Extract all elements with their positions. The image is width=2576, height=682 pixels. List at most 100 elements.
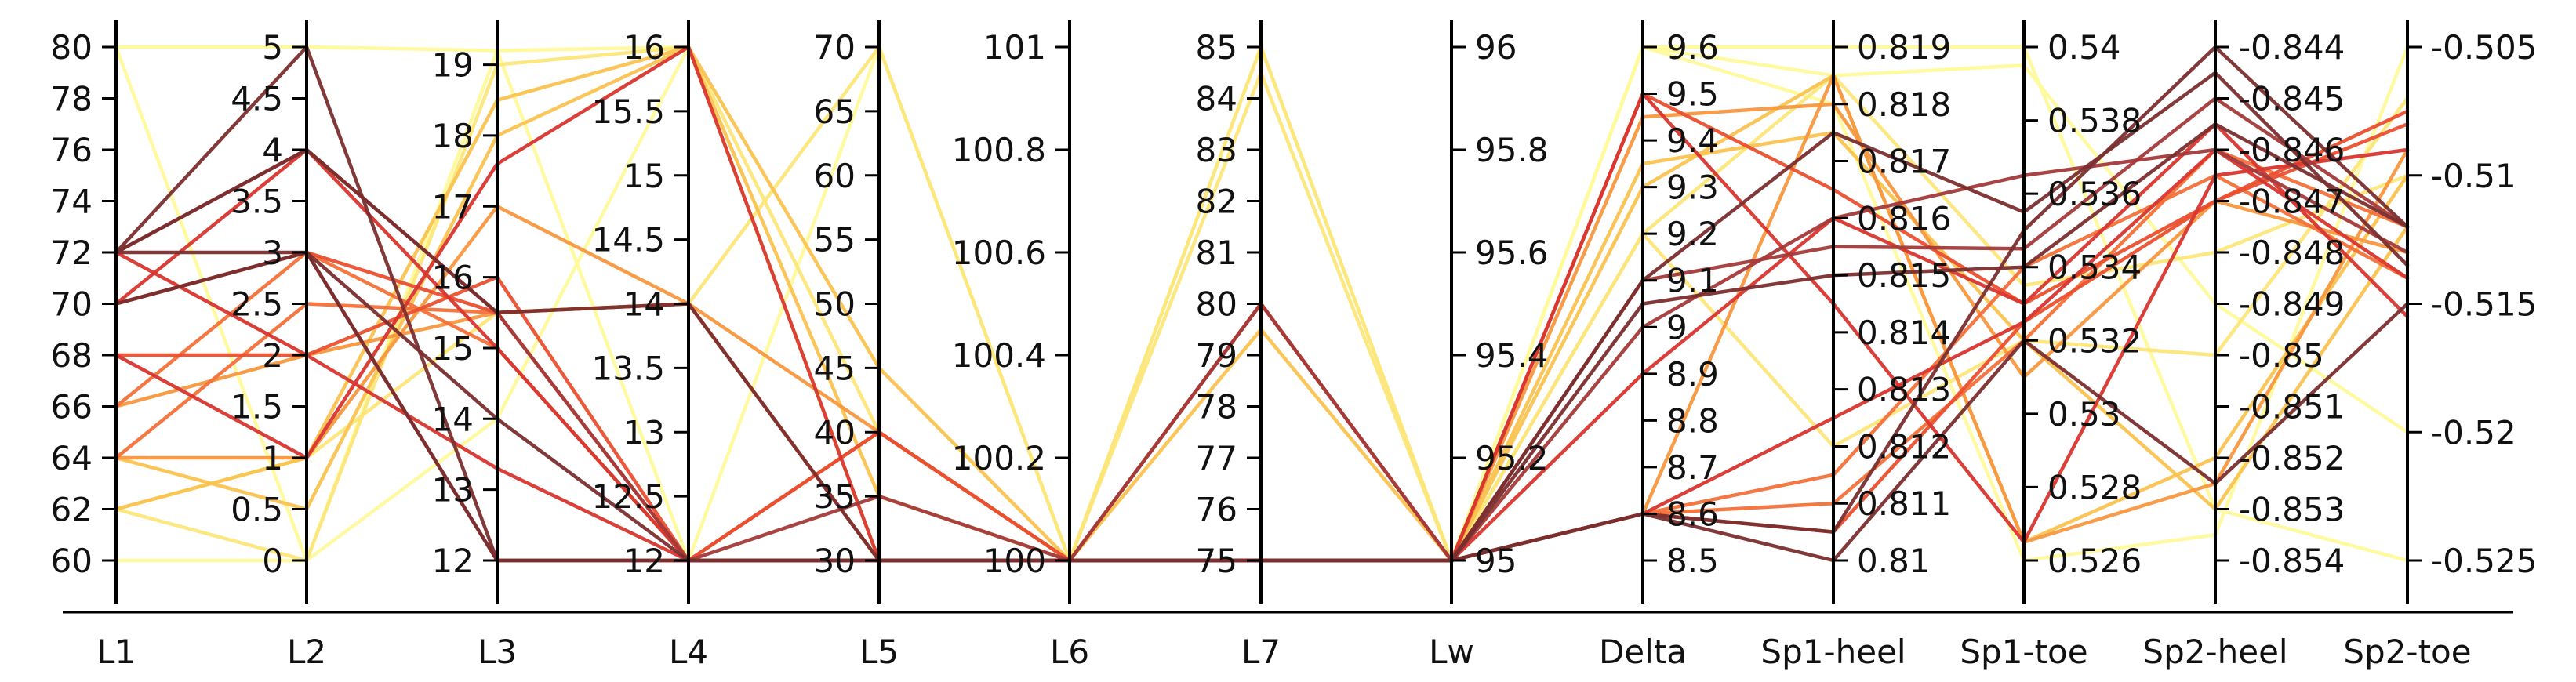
tick-label: 35 (814, 477, 856, 516)
axis-l7: 75 76 77 78 79 80 81 82 83 84 85 L7 (1196, 20, 1281, 671)
tick-label: 0.53 (2047, 395, 2121, 434)
axis-l5: 30 35 40 45 50 55 60 65 70 L5 (814, 20, 899, 671)
tick-label: 95 (1475, 542, 1517, 580)
tick-label: -0.852 (2239, 439, 2345, 477)
tick-label: -0.51 (2431, 157, 2516, 195)
tick-label: 9.3 (1666, 169, 1719, 207)
tick-label: 0.54 (2047, 28, 2121, 67)
tick-label: 0.811 (1857, 484, 1951, 523)
tick-label: 95.8 (1475, 131, 1549, 169)
tick-label: 0.816 (1857, 199, 1951, 238)
axis-sp1-toe: 0.526 0.528 0.53 0.532 0.534 0.536 0.538 0.54 Sp… (1960, 20, 2142, 671)
tick-label: 100.8 (952, 131, 1046, 169)
tick-label: 66 (51, 388, 93, 426)
tick-label: 8.7 (1666, 448, 1719, 487)
tick-label: 0.812 (1857, 427, 1951, 466)
tick-label: 12 (623, 542, 665, 580)
tick-label: 0.818 (1857, 85, 1951, 124)
tick-label: 70 (51, 285, 93, 324)
axis-label-lw: Lw (1429, 633, 1474, 671)
tick-label: 79 (1196, 336, 1237, 375)
tick-label: 0 (262, 542, 283, 580)
tick-label: 8.5 (1666, 542, 1719, 580)
tick-label: 75 (1196, 542, 1237, 580)
tick-label: 95.6 (1475, 234, 1549, 272)
tick-label: 78 (51, 80, 93, 118)
tick-label: -0.525 (2431, 542, 2537, 580)
axis-sp2-toe: -0.525 -0.52 -0.515 -0.51 -0.505 Sp2-toe (2343, 20, 2537, 671)
axes-layer: 60 62 64 66 68 70 72 74 76 78 80 L1 0 0.5 1 1.5 2 2.5 3 3.5… (51, 20, 2537, 671)
tick-label: 77 (1196, 439, 1237, 477)
axis-l3: 12 13 14 15 16 17 18 19 L3 (432, 20, 517, 671)
axis-l4: 12 12.5 13 13.5 14 14.5 15 15.5 16 L4 (591, 20, 708, 671)
tick-label: 72 (51, 234, 93, 272)
axis-label-l7: L7 (1241, 633, 1281, 671)
tick-label: 0.5 (231, 491, 283, 529)
tick-label: -0.847 (2239, 183, 2345, 221)
tick-label: 17 (432, 187, 474, 226)
axis-label-sp2-heel: Sp2-heel (2142, 633, 2287, 671)
tick-label: 76 (51, 131, 93, 169)
tick-label: -0.85 (2239, 336, 2324, 375)
tick-label: 62 (51, 491, 93, 529)
tick-label: 0.813 (1857, 371, 1951, 409)
tick-label: 2.5 (231, 285, 283, 324)
tick-label: 0.817 (1857, 143, 1951, 181)
axis-label-l5: L5 (859, 633, 899, 671)
axis-label-l1: L1 (96, 633, 136, 671)
tick-label: -0.853 (2239, 491, 2345, 529)
tick-label: 74 (51, 183, 93, 221)
axis-l6: 100 100.2 100.4 100.6 100.8 101 L6 (952, 20, 1089, 671)
tick-label: 9.6 (1666, 28, 1719, 67)
axis-sp1-heel: 0.81 0.811 0.812 0.813 0.814 0.815 0.816 0.817 0… (1760, 20, 1951, 671)
tick-label: 30 (814, 542, 856, 580)
tick-label: 0.815 (1857, 256, 1951, 295)
tick-label: 4 (262, 131, 283, 169)
tick-label: 0.81 (1857, 542, 1931, 580)
tick-label: 64 (51, 439, 93, 477)
tick-label: -0.849 (2239, 285, 2345, 324)
tick-label: -0.848 (2239, 234, 2345, 272)
tick-label: 9.1 (1666, 262, 1719, 300)
tick-label: 85 (1196, 28, 1237, 67)
tick-label: 9.2 (1666, 215, 1719, 253)
axis-label-l3: L3 (478, 633, 517, 671)
tick-label: 100.6 (952, 234, 1046, 272)
tick-label: 0.528 (2047, 468, 2142, 506)
tick-label: 82 (1196, 183, 1237, 221)
tick-label: 12 (432, 542, 474, 580)
tick-label: 15 (623, 157, 665, 195)
tick-label: 96 (1475, 28, 1517, 67)
tick-label: -0.844 (2239, 28, 2345, 67)
tick-label: 101 (983, 28, 1046, 67)
tick-label: 83 (1196, 131, 1237, 169)
axis-l2: 0 0.5 1 1.5 2 2.5 3 3.5 4 4.5 5 L2 (231, 20, 326, 671)
tick-label: 1 (262, 439, 283, 477)
tick-label: 15 (432, 329, 474, 368)
tick-label: 60 (814, 157, 856, 195)
tick-label: 5 (262, 28, 283, 67)
tick-label: 13.5 (591, 349, 665, 387)
axis-label-sp1-toe: Sp1-toe (1960, 633, 2087, 671)
tick-label: 100.2 (952, 439, 1046, 477)
tick-label: 9.4 (1666, 122, 1719, 160)
tick-label: 13 (432, 471, 474, 510)
axis-label-sp1-heel: Sp1-heel (1760, 633, 1906, 671)
tick-label: 100 (983, 542, 1046, 580)
tick-label: 14 (623, 285, 665, 324)
tick-label: 0.819 (1857, 28, 1951, 67)
axis-label-delta: Delta (1599, 633, 1687, 671)
tick-label: 95.2 (1475, 439, 1549, 477)
tick-label: -0.854 (2239, 542, 2345, 580)
tick-label: 8.6 (1666, 495, 1719, 533)
tick-label: 80 (51, 28, 93, 67)
tick-label: 16 (623, 28, 665, 67)
tick-label: -0.505 (2431, 28, 2537, 67)
axis-delta: 8.5 8.6 8.7 8.8 8.9 9 9.1 9.2 9.3 9.4 9.5 9.6 Delta (1599, 20, 1719, 671)
tick-label: 0.534 (2047, 248, 2142, 287)
axis-lw: 95 95.2 95.4 95.6 95.8 96 Lw (1429, 20, 1549, 671)
tick-label: 100.4 (952, 336, 1046, 375)
tick-label: 95.4 (1475, 336, 1549, 375)
axis-label-sp2-toe: Sp2-toe (2343, 633, 2471, 671)
